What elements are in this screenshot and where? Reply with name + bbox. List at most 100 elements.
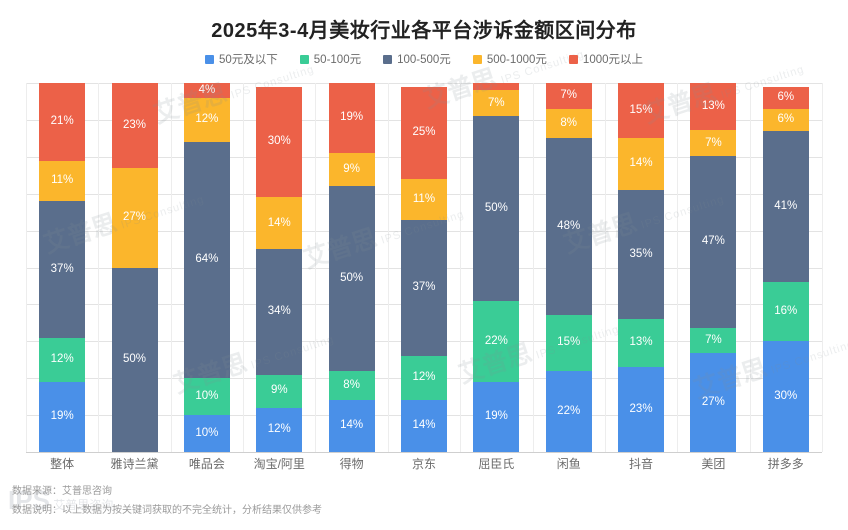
bar-segment-s4[interactable]: 9% xyxy=(328,153,375,187)
bar-segment-s4[interactable]: 11% xyxy=(400,178,447,220)
bar-segment-s4[interactable]: 14% xyxy=(618,138,665,191)
bar-segment-s1[interactable]: 23% xyxy=(618,367,665,452)
stacked-bar[interactable]: 14% 12% 37% 11% 25% xyxy=(400,83,447,452)
bar-series-container: 19% 12% 37% 11% 21% 50% 27% 23% 10% 10% 64% 12% 4% 12… xyxy=(26,82,822,452)
legend-item-1[interactable]: 50元及以下 xyxy=(204,51,278,67)
bar-segment-s3[interactable]: 48% xyxy=(545,138,592,316)
bar-segment-s3[interactable]: 50% xyxy=(473,116,520,301)
bar-segment-s1[interactable]: 22% xyxy=(545,370,592,452)
x-axis-label-5: 得物 xyxy=(339,457,364,471)
stacked-bar[interactable]: 22% 15% 48% 8% 7% xyxy=(545,83,592,452)
legend-item-label: 50-100元 xyxy=(313,54,362,66)
bar-segment-s5[interactable]: 30% xyxy=(256,86,303,198)
bar-segment-s2[interactable]: 7% xyxy=(690,327,737,354)
x-axis-label-10: 美团 xyxy=(701,457,726,471)
x-axis-label-8: 闲鱼 xyxy=(556,457,581,471)
bar-segment-s5[interactable]: 13% xyxy=(690,82,737,131)
bar-segment-s5[interactable]: 23% xyxy=(111,83,158,168)
bar-slot: 19% 22% 50% 7% xyxy=(460,83,532,452)
bar-segment-s2[interactable]: 15% xyxy=(545,315,592,371)
x-axis-label-9: 抖音 xyxy=(629,457,654,471)
bar-segment-s5[interactable]: 15% xyxy=(618,83,665,139)
legend-swatch-icon xyxy=(568,54,578,64)
stacked-bar[interactable]: 12% 9% 34% 14% 30% xyxy=(256,83,303,452)
bar-segment-s5[interactable]: 7% xyxy=(545,83,592,109)
bar-segment-s1[interactable]: 14% xyxy=(328,400,375,452)
legend-swatch-icon xyxy=(204,54,214,64)
stacked-bar[interactable]: 23% 13% 35% 14% 15% xyxy=(618,83,665,452)
legend-item-2[interactable]: 50-100元 xyxy=(299,51,362,67)
stacked-bar[interactable]: 10% 10% 64% 12% 4% xyxy=(183,83,230,452)
legend-item-5[interactable]: 1000元以上 xyxy=(568,51,644,67)
bar-segment-s3[interactable]: 41% xyxy=(762,131,809,283)
bar-segment-s2[interactable]: 10% xyxy=(183,378,230,416)
stacked-bar[interactable]: 19% 12% 37% 11% 21% xyxy=(39,83,86,452)
bar-segment-s1[interactable]: 19% xyxy=(39,381,86,452)
bar-segment-s4[interactable]: 27% xyxy=(111,167,158,268)
bar-segment-s4[interactable]: 8% xyxy=(545,108,592,139)
bar-segment-s4[interactable]: 12% xyxy=(183,97,230,143)
x-axis-label-7: 屈臣氏 xyxy=(478,457,515,471)
legend-item-3[interactable]: 100-500元 xyxy=(383,51,451,67)
legend-item-4[interactable]: 500-1000元 xyxy=(472,51,547,67)
bar-segment-s5[interactable]: 21% xyxy=(39,83,86,161)
legend-swatch-icon xyxy=(299,54,309,64)
bar-segment-s3[interactable]: 50% xyxy=(111,267,158,452)
bar-segment-s5[interactable] xyxy=(473,83,520,91)
bar-segment-s1[interactable]: 10% xyxy=(183,415,230,452)
bar-segment-s4[interactable]: 11% xyxy=(39,160,86,202)
bar-segment-s1[interactable]: 14% xyxy=(400,400,447,452)
bar-segment-s3[interactable]: 37% xyxy=(400,219,447,357)
bar-segment-s1[interactable]: 12% xyxy=(256,407,303,452)
bar-segment-s2[interactable]: 16% xyxy=(762,282,809,342)
gridline xyxy=(26,83,822,84)
bar-segment-s4[interactable]: 7% xyxy=(473,90,520,117)
chart-legend: 50元及以下 50-100元 100-500元 500-1000元 1000元以上 xyxy=(0,51,848,67)
bar-segment-s4[interactable]: 7% xyxy=(690,130,737,157)
bar-slot: 50% 27% 23% xyxy=(98,83,170,452)
bar-segment-s1[interactable]: 27% xyxy=(690,353,737,452)
bar-segment-s3[interactable]: 64% xyxy=(183,142,230,379)
bar-slot: 14% 12% 37% 11% 25% xyxy=(388,83,460,452)
bar-segment-s5[interactable]: 4% xyxy=(183,83,230,98)
gridline-vertical xyxy=(98,83,100,452)
bar-segment-s4[interactable]: 6% xyxy=(762,108,809,131)
stacked-bar[interactable]: 14% 8% 50% 9% 19% xyxy=(328,83,375,452)
legend-swatch-icon xyxy=(383,54,393,64)
bar-slot: 14% 8% 50% 9% 19% xyxy=(315,83,387,452)
bar-segment-s3[interactable]: 34% xyxy=(256,249,303,375)
x-axis-labels: 整体 雅诗兰黛 唯品会 淘宝/阿里 得物 京东 屈臣氏 闲鱼 抖音 美团 拼多多 xyxy=(26,455,822,472)
bar-slot: 10% 10% 64% 12% 4% xyxy=(171,83,243,452)
bar-segment-s3[interactable]: 35% xyxy=(618,190,665,320)
x-axis-label-6: 京东 xyxy=(411,457,436,471)
gridline-vertical xyxy=(532,83,534,452)
bar-segment-s2[interactable]: 12% xyxy=(400,356,447,401)
bar-segment-s3[interactable]: 50% xyxy=(328,186,375,371)
bar-slot: 22% 15% 48% 8% 7% xyxy=(533,83,605,452)
gridline-vertical xyxy=(460,83,462,452)
stacked-bar[interactable]: 50% 27% 23% xyxy=(111,83,158,452)
bar-segment-s5[interactable]: 6% xyxy=(762,86,809,109)
gridline-vertical xyxy=(26,83,27,452)
gridline-vertical xyxy=(315,83,317,452)
bar-segment-s2[interactable]: 8% xyxy=(328,370,375,401)
stacked-bar[interactable]: 30% 16% 41% 6% 6% xyxy=(762,83,809,452)
stacked-bar[interactable]: 19% 22% 50% 7% xyxy=(473,83,520,452)
bar-segment-s2[interactable]: 22% xyxy=(473,300,520,382)
bar-segment-s2[interactable]: 13% xyxy=(618,319,665,368)
stacked-bar[interactable]: 27% 7% 47% 7% 13% xyxy=(690,82,737,452)
bar-segment-s2[interactable]: 12% xyxy=(39,337,86,382)
bar-segment-s5[interactable]: 19% xyxy=(328,83,375,154)
gridline xyxy=(26,452,822,453)
bar-segment-s3[interactable]: 47% xyxy=(690,156,737,328)
bar-segment-s5[interactable]: 25% xyxy=(400,86,447,179)
bar-segment-s2[interactable]: 9% xyxy=(256,374,303,408)
legend-item-label: 1000元以上 xyxy=(582,54,644,66)
bar-segment-s1[interactable]: 19% xyxy=(473,381,520,452)
bar-slot: 30% 16% 41% 6% 6% xyxy=(750,83,822,452)
bar-segment-s1[interactable]: 30% xyxy=(762,341,809,452)
x-axis-label-3: 唯品会 xyxy=(188,457,225,471)
bar-segment-s3[interactable]: 37% xyxy=(39,201,86,338)
bar-segment-s4[interactable]: 14% xyxy=(256,197,303,250)
